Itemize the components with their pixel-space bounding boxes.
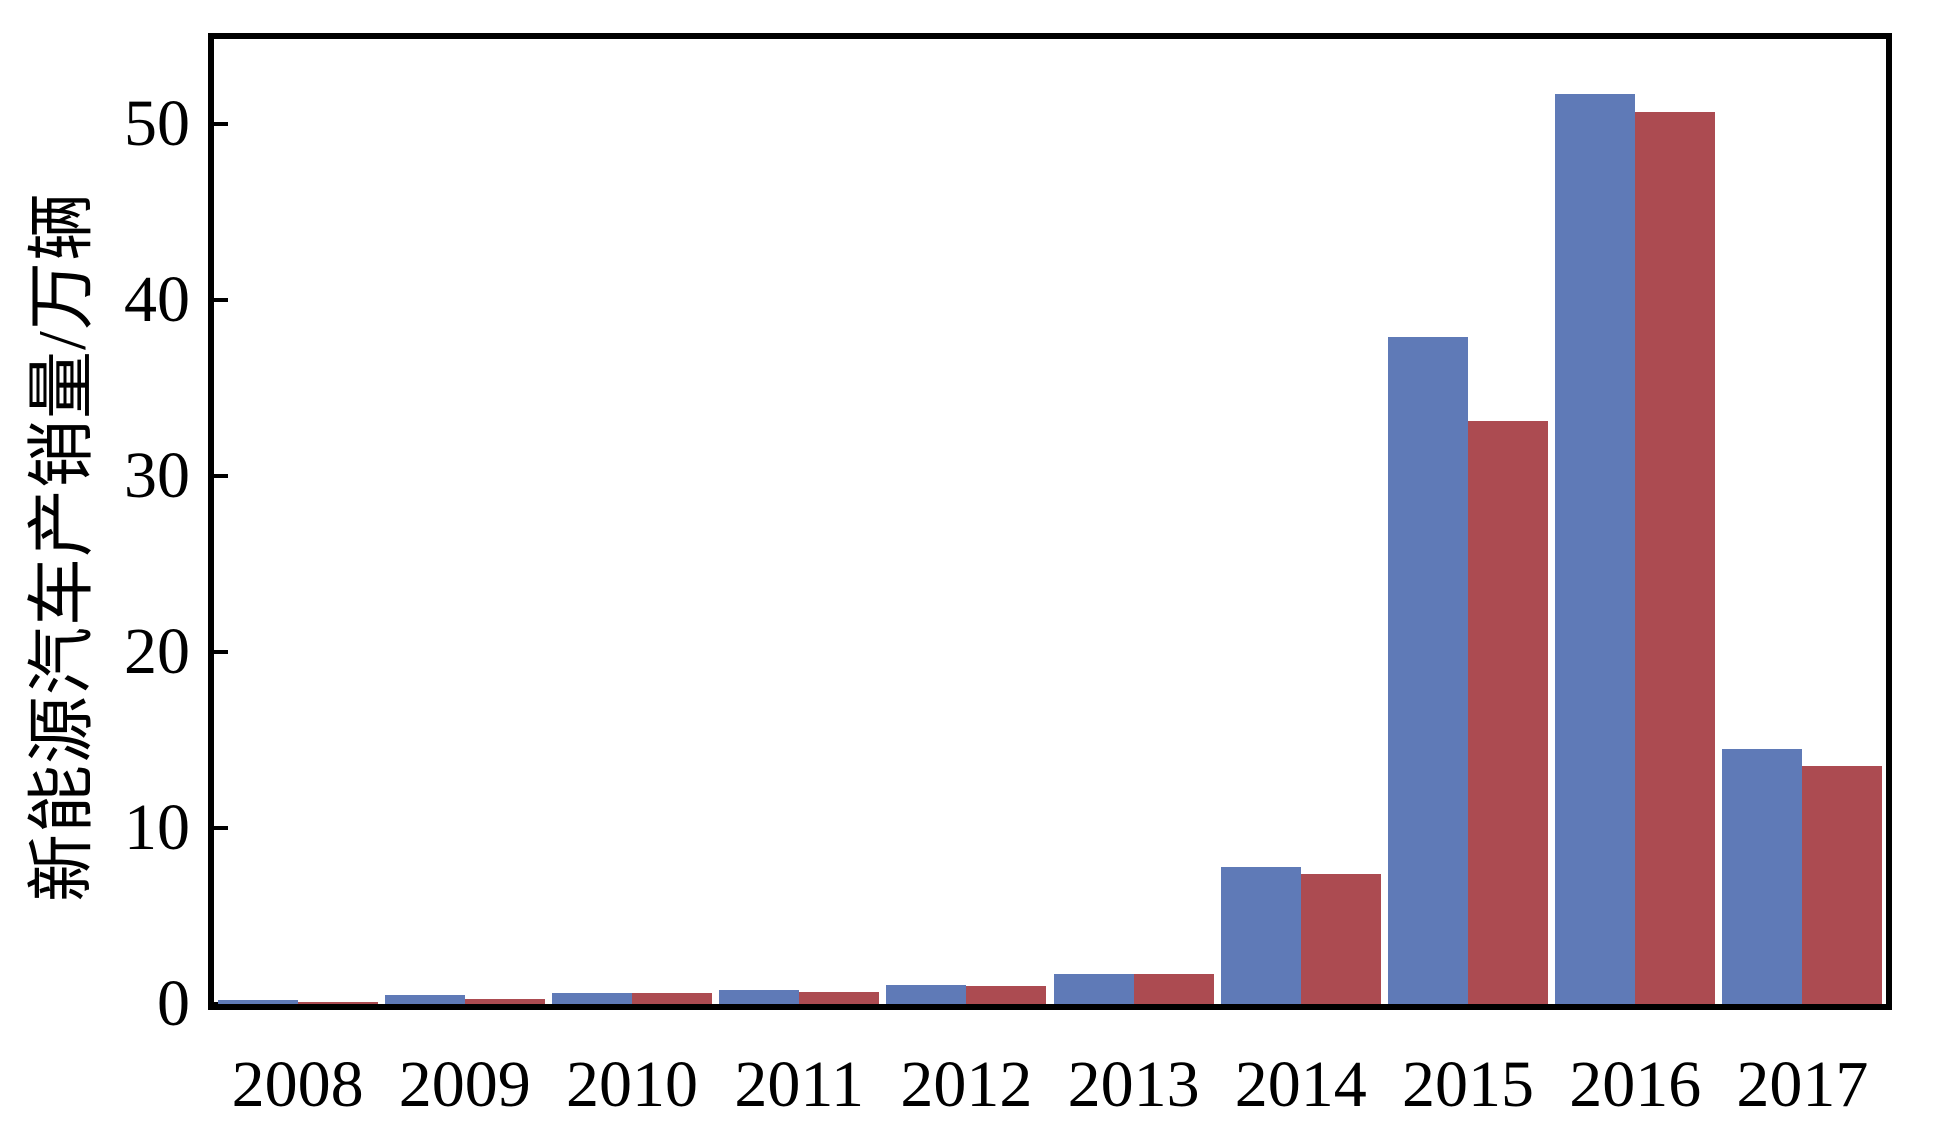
y-tick-label: 50 bbox=[124, 87, 190, 160]
x-tick-label-2017: 2017 bbox=[1736, 1048, 1869, 1121]
x-tick-label-2014: 2014 bbox=[1234, 1048, 1367, 1121]
bar-series-red-2009 bbox=[464, 998, 545, 1004]
y-tick-mark bbox=[214, 298, 228, 302]
bar-series-blue-2012 bbox=[886, 984, 967, 1004]
bar-series-red-2011 bbox=[799, 991, 880, 1004]
x-tick-label-2016: 2016 bbox=[1569, 1048, 1702, 1121]
bar-series-red-2008 bbox=[297, 1002, 378, 1004]
y-tick-mark bbox=[214, 826, 228, 830]
bar-series-red-2013 bbox=[1133, 974, 1214, 1004]
plot-area bbox=[208, 33, 1892, 1010]
bar-series-red-2016 bbox=[1635, 111, 1716, 1004]
y-tick-label: 40 bbox=[124, 263, 190, 336]
bar-series-blue-2014 bbox=[1220, 866, 1301, 1004]
y-tick-mark bbox=[214, 474, 228, 478]
y-tick-mark bbox=[214, 1002, 228, 1006]
y-tick-label: 20 bbox=[124, 615, 190, 688]
bar-series-red-2010 bbox=[632, 993, 712, 1004]
y-tick-label: 10 bbox=[124, 791, 190, 864]
bar-series-blue-2010 bbox=[552, 993, 632, 1004]
bar-series-blue-2009 bbox=[384, 995, 465, 1004]
x-tick-label-2008: 2008 bbox=[231, 1048, 364, 1121]
bar-series-red-2012 bbox=[966, 986, 1047, 1004]
bar-series-blue-2015 bbox=[1388, 336, 1468, 1004]
x-tick-label-2012: 2012 bbox=[900, 1048, 1033, 1121]
bar-series-blue-2011 bbox=[719, 989, 800, 1004]
x-tick-label-2015: 2015 bbox=[1402, 1048, 1534, 1121]
x-tick-label-2009: 2009 bbox=[398, 1048, 531, 1121]
bar-series-red-2015 bbox=[1468, 421, 1548, 1004]
bar-series-blue-2008 bbox=[217, 1000, 298, 1004]
y-tick-label: 30 bbox=[124, 439, 190, 512]
bar-series-red-2014 bbox=[1300, 873, 1381, 1004]
bar-series-blue-2017 bbox=[1722, 748, 1803, 1004]
x-tick-label-2013: 2013 bbox=[1067, 1048, 1200, 1121]
y-tick-label: 0 bbox=[157, 967, 190, 1040]
bar-series-red-2017 bbox=[1802, 766, 1883, 1004]
bar-series-blue-2016 bbox=[1555, 94, 1636, 1004]
y-tick-mark bbox=[214, 122, 228, 126]
y-tick-mark bbox=[214, 650, 228, 654]
y-axis-title: 新能源汽车产销量/万辆 bbox=[24, 192, 100, 902]
x-tick-label-2010: 2010 bbox=[566, 1048, 698, 1121]
x-tick-label-2011: 2011 bbox=[734, 1048, 864, 1121]
bar-series-blue-2013 bbox=[1053, 974, 1134, 1004]
